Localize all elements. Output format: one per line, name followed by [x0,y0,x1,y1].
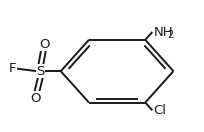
Text: Cl: Cl [153,104,166,117]
Text: O: O [39,37,50,51]
Text: 2: 2 [168,30,174,40]
Text: S: S [37,65,45,78]
Text: NH: NH [153,25,173,39]
Text: F: F [9,62,16,75]
Text: O: O [30,92,41,105]
